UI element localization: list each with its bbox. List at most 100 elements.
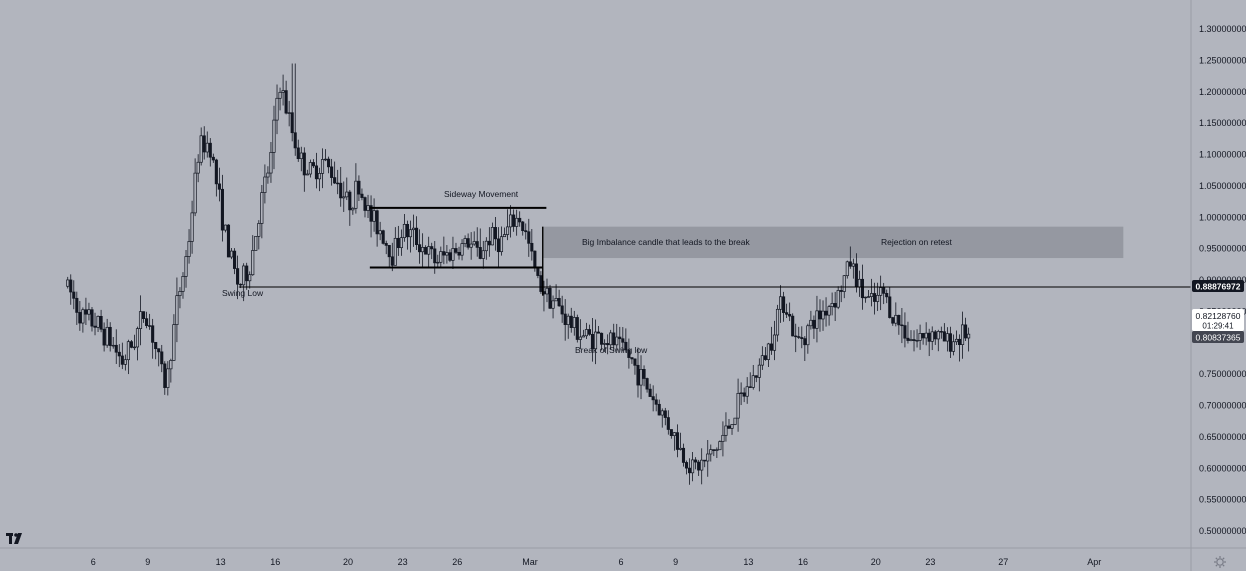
candle (363, 196, 367, 218)
candle-body (751, 375, 755, 388)
candle (530, 228, 534, 261)
candle-body (317, 173, 322, 180)
candle (454, 242, 458, 255)
candle-body (296, 147, 300, 160)
candle-body (126, 341, 130, 361)
candle-body (342, 196, 346, 199)
candle (821, 300, 825, 331)
candle (314, 152, 319, 189)
candle (642, 365, 646, 387)
candle-body (736, 393, 740, 419)
candle-body (239, 283, 243, 286)
candle-body (615, 336, 619, 346)
candle (593, 319, 598, 365)
price-tick-label: 0.95000000 (1199, 244, 1246, 254)
candle-body (527, 231, 531, 244)
candle-body (390, 256, 394, 266)
candle-body (657, 403, 661, 416)
price-tick-label: 0.75000000 (1199, 369, 1246, 379)
candle-body (469, 243, 473, 248)
candle (72, 280, 76, 310)
candle-body (633, 358, 637, 366)
candle-body (554, 298, 558, 302)
candle (436, 254, 440, 267)
candle (129, 339, 133, 349)
candle-body (879, 287, 883, 296)
candle (184, 250, 188, 288)
candle-body (512, 214, 516, 227)
candle (785, 303, 789, 318)
candle-body (954, 338, 959, 343)
candle (873, 282, 877, 315)
candle-body (845, 261, 849, 277)
candle (557, 289, 561, 307)
candle (921, 332, 925, 345)
candle-body (499, 236, 504, 253)
tradingview-logo-icon[interactable] (6, 533, 22, 544)
candle-body (190, 212, 194, 242)
candle (524, 223, 528, 240)
candle-body (445, 252, 449, 256)
candle (639, 355, 643, 400)
imbalance-zone (542, 226, 1124, 259)
candle-body (800, 337, 804, 339)
candle-body (745, 386, 749, 397)
candle-body (178, 291, 182, 297)
candle-body (791, 315, 795, 337)
time-tick-label: 13 (743, 557, 753, 567)
candle-body (138, 311, 143, 329)
candle (681, 443, 686, 467)
candle (411, 214, 416, 247)
candle-body (81, 309, 85, 324)
candle (99, 309, 103, 333)
candle (615, 323, 619, 352)
candle-body (536, 267, 540, 276)
candle (903, 312, 907, 348)
candle-body (351, 207, 355, 211)
candle (721, 421, 725, 457)
candle (651, 385, 655, 412)
candle-body (909, 339, 913, 341)
candle (354, 163, 358, 214)
time-tick-label: 27 (998, 557, 1008, 567)
candle-body (75, 297, 79, 313)
time-tick-label: 13 (216, 557, 226, 567)
candle (800, 326, 804, 349)
candle-body (278, 91, 282, 99)
candle-body (733, 417, 737, 425)
candle-body (930, 331, 934, 342)
candle-body (439, 251, 443, 263)
candle-body (424, 247, 428, 255)
candles (66, 63, 971, 485)
candle (96, 315, 100, 332)
candle-body (336, 182, 340, 185)
candle (187, 229, 191, 264)
candle-body (621, 338, 625, 343)
candle-body (772, 334, 777, 351)
candle (697, 459, 701, 476)
candle-body (627, 349, 631, 358)
candle-body (415, 227, 419, 246)
candle-body (906, 337, 910, 341)
candle (663, 407, 667, 426)
candle-body (299, 152, 303, 160)
candle-body (697, 461, 701, 471)
candle (308, 159, 312, 178)
candle-body (703, 459, 707, 462)
candle-body (305, 173, 309, 176)
candle (248, 271, 252, 289)
candle (636, 347, 640, 398)
candle (66, 276, 70, 289)
candle (357, 175, 361, 201)
candle (672, 432, 676, 451)
candle-body (327, 158, 331, 168)
candle (457, 246, 461, 260)
candle (145, 311, 149, 329)
candle-body (815, 310, 819, 329)
time-axis[interactable]: 6 9 13 16 20 23 26 Mar 6 9 13 16 20 23 27 Apr (91, 557, 1102, 567)
candle (948, 326, 952, 358)
gear-icon[interactable] (1214, 556, 1226, 568)
candle (803, 336, 807, 361)
candle-body (918, 333, 922, 341)
